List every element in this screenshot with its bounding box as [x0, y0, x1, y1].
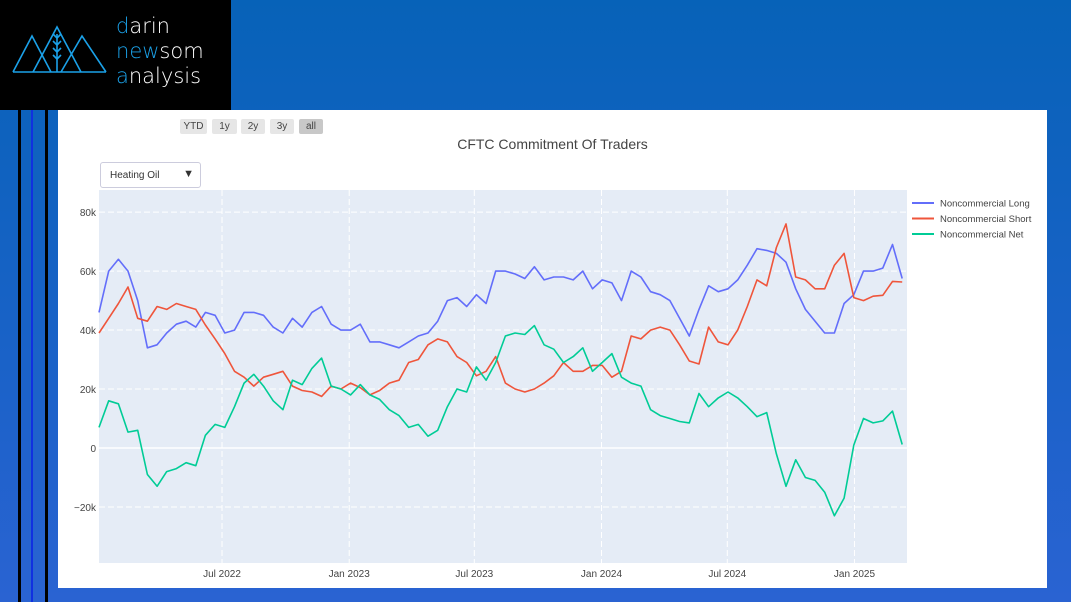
x-tick-label: Jan 2024	[581, 569, 623, 580]
decor-stripe	[31, 110, 33, 602]
series-line-noncommercial-short	[98, 223, 903, 398]
chart-title: CFTC Commitment Of Traders	[457, 136, 648, 152]
y-tick-label: −20k	[74, 503, 97, 514]
mountain-wheat-logo-icon	[12, 25, 107, 73]
logo-word: ew	[129, 39, 160, 63]
y-tick-label: 40k	[80, 326, 97, 337]
x-tick-label: Jul 2023	[455, 569, 493, 580]
commodity-dropdown[interactable]: Heating Oil ▼	[100, 162, 201, 188]
logo-word: som	[159, 39, 204, 63]
decor-stripe	[45, 110, 48, 602]
x-tick-label: Jul 2024	[708, 569, 746, 580]
decor-stripe	[18, 110, 21, 602]
range-button-2y[interactable]: 2y	[241, 119, 265, 134]
series-line-noncommercial-long	[98, 243, 903, 349]
logo-letter: n	[116, 39, 130, 63]
y-tick-label: 60k	[80, 267, 97, 278]
logo-word: nalysis	[128, 64, 202, 88]
y-tick-label: 20k	[80, 385, 97, 396]
logo-letter: a	[116, 64, 129, 88]
logo-word: arin	[129, 14, 170, 38]
x-tick-label: Jul 2022	[203, 569, 241, 580]
chevron-down-icon: ▼	[183, 168, 194, 180]
series-line-noncommercial-net	[98, 324, 903, 517]
y-tick-label: 80k	[80, 208, 97, 219]
logo: darin newsom analysis	[0, 0, 231, 110]
x-tick-label: Jan 2025	[834, 569, 876, 580]
logo-letter: d	[116, 14, 130, 38]
range-button-1y[interactable]: 1y	[212, 119, 237, 134]
y-tick-label: 0	[90, 444, 96, 455]
legend-label: Noncommercial Net	[940, 230, 1024, 241]
range-button-ytd[interactable]: YTD	[180, 119, 207, 134]
legend-label: Noncommercial Long	[940, 199, 1030, 210]
range-button-all[interactable]: all	[299, 119, 323, 134]
dropdown-selected: Heating Oil	[110, 170, 160, 181]
logo-text: darin newsom analysis	[116, 14, 204, 89]
x-tick-label: Jan 2023	[329, 569, 371, 580]
range-button-3y[interactable]: 3y	[270, 119, 294, 134]
legend-label: Noncommercial Short	[940, 214, 1032, 225]
